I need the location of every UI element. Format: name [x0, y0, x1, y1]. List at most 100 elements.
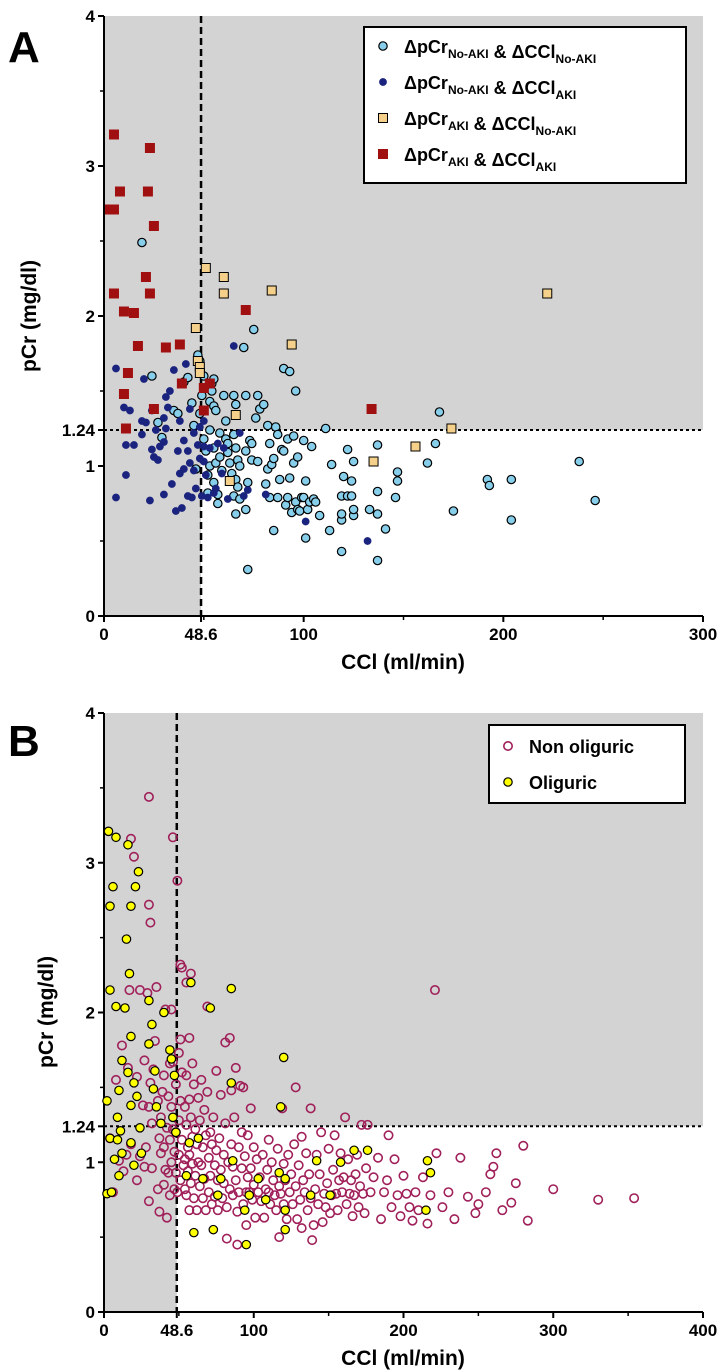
data-point — [349, 1145, 359, 1156]
legend-label-part: ΔpCr — [404, 37, 448, 57]
data-point — [368, 456, 379, 467]
legend-label-part: Oliguric — [529, 773, 597, 793]
data-point — [280, 1173, 290, 1184]
data-point — [259, 1212, 270, 1223]
data-point — [306, 441, 317, 452]
data-point — [120, 423, 131, 434]
data-point — [215, 428, 225, 438]
data-point — [211, 405, 221, 416]
data-point — [111, 1001, 121, 1012]
data-point — [156, 1118, 166, 1129]
data-point — [170, 1167, 181, 1178]
data-point — [133, 866, 144, 877]
chart-panel-b: 0 1 1.24 2 3 4 0 48.6 100 200 300 400 CCl (ml/min) pC… — [8, 704, 717, 1370]
data-point — [142, 418, 150, 427]
data-point — [139, 1055, 150, 1066]
data-point — [329, 1130, 340, 1141]
data-point — [238, 342, 249, 353]
data-point — [221, 1233, 232, 1244]
x-tick-label: 0 — [99, 1321, 108, 1340]
data-point — [365, 1187, 376, 1198]
data-point — [198, 405, 209, 416]
data-point — [200, 1205, 211, 1216]
data-point — [323, 1143, 334, 1154]
data-point — [548, 1184, 559, 1195]
data-point — [491, 1148, 502, 1159]
data-point — [145, 917, 156, 928]
data-point — [106, 1187, 117, 1197]
data-point — [193, 1133, 204, 1144]
data-point — [252, 456, 263, 467]
data-point — [211, 1145, 222, 1156]
data-point — [280, 1205, 290, 1215]
y-axis-title: pCr (mg/dl) — [18, 260, 41, 372]
data-point — [109, 1154, 120, 1165]
data-point — [230, 1062, 241, 1073]
data-point — [118, 306, 129, 317]
data-point — [150, 1066, 160, 1076]
data-point — [183, 447, 192, 455]
data-point — [213, 1190, 223, 1200]
data-point — [295, 1194, 306, 1205]
data-point — [130, 881, 141, 892]
data-point — [154, 1206, 165, 1217]
data-point — [179, 465, 188, 473]
data-point — [336, 509, 347, 519]
y-tick-label: 1 — [86, 1153, 95, 1172]
data-point — [248, 1179, 259, 1190]
data-point — [407, 1215, 418, 1226]
data-point — [140, 1142, 151, 1153]
data-point — [148, 404, 159, 414]
data-point — [282, 492, 293, 503]
x-tick-label: 48.6 — [160, 1321, 193, 1340]
data-point — [159, 1007, 169, 1018]
data-point — [169, 1184, 180, 1195]
data-point — [242, 477, 253, 488]
data-point — [117, 1055, 127, 1066]
legend-label-part: & ΔCCl — [469, 114, 536, 134]
data-point — [274, 1167, 285, 1178]
data-point — [347, 1211, 358, 1222]
data-point — [497, 1205, 508, 1216]
data-point — [294, 506, 305, 516]
data-point — [126, 1137, 136, 1148]
data-point — [189, 1227, 199, 1238]
data-point — [165, 1045, 175, 1055]
data-point — [213, 439, 222, 448]
data-point — [169, 1070, 180, 1081]
legend-label: ΔpCrAKI & ΔCClAKI — [404, 145, 556, 174]
legend-label-subscript: AKI — [556, 88, 577, 102]
data-point — [158, 1070, 169, 1081]
data-point — [241, 1220, 252, 1231]
data-point — [353, 1202, 364, 1213]
data-point — [128, 851, 139, 862]
data-point — [278, 446, 289, 456]
data-point — [197, 1142, 208, 1153]
data-point — [196, 1160, 207, 1171]
data-point — [290, 1082, 301, 1093]
panel-letter: B — [8, 717, 40, 766]
legend-label: Non oliguric — [529, 737, 634, 757]
data-point — [190, 323, 201, 333]
legend-label-part: ΔpCr — [404, 73, 448, 93]
data-point — [300, 476, 311, 486]
data-point — [219, 444, 228, 452]
data-point — [326, 459, 337, 470]
y-tick-label: 1.24 — [62, 1117, 96, 1136]
data-point — [208, 1112, 219, 1123]
data-point — [314, 510, 325, 521]
legend-label: ΔpCrNo-AKI & ΔCClAKI — [404, 73, 576, 102]
data-point — [114, 1085, 124, 1096]
data-point — [129, 1160, 139, 1171]
data-point — [226, 983, 237, 994]
data-point — [205, 1127, 216, 1138]
data-point — [105, 985, 115, 995]
data-point — [137, 237, 147, 248]
data-point — [239, 1205, 250, 1215]
data-point — [262, 1164, 273, 1175]
data-point — [274, 1232, 285, 1243]
data-point — [147, 1019, 157, 1030]
data-point — [140, 272, 151, 282]
data-point — [202, 1086, 213, 1097]
